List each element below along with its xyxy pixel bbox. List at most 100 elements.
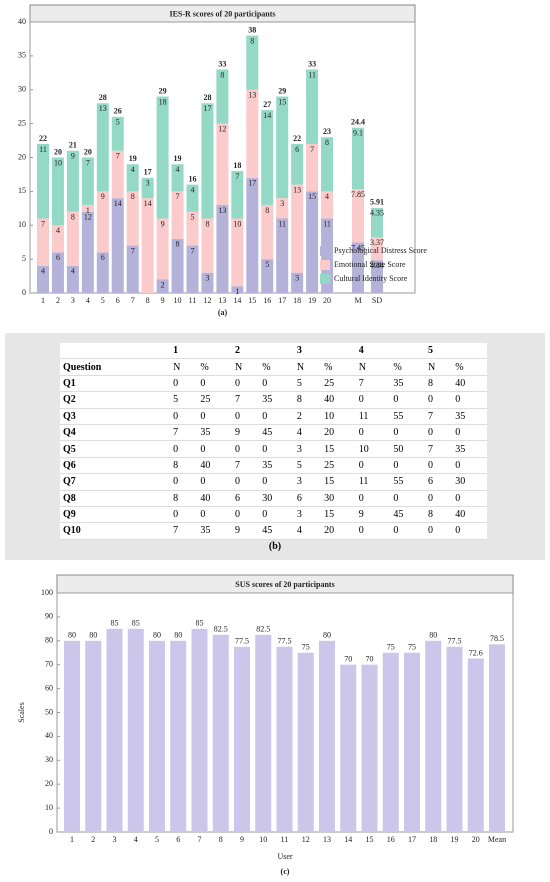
table-cell: 0: [452, 490, 487, 507]
segment-label: 8: [325, 138, 329, 147]
bar-segment: [186, 211, 199, 246]
y-tick-label: 20: [18, 152, 26, 161]
table-cell: 7: [232, 457, 260, 475]
x-tick-label: 2: [91, 835, 95, 844]
bar-segment: [276, 218, 289, 293]
table-cell: 7: [425, 440, 453, 458]
y-tick-label: 70: [45, 660, 53, 669]
value-label: 80: [323, 631, 331, 640]
table-cell: 35: [452, 440, 487, 458]
table-cell: 0: [259, 375, 294, 393]
table-cell: 15: [321, 440, 356, 458]
table-cell: 30: [321, 490, 356, 507]
table-cell: 0: [452, 424, 487, 442]
table-cell: 25: [321, 457, 356, 475]
bar: [106, 628, 123, 832]
table-row: Q6 8 40 7 35 5 25 0 0 0 0: [60, 457, 487, 475]
bar-segment: [246, 177, 259, 293]
segment-label: 4: [71, 267, 75, 276]
bar-segment: [261, 204, 274, 260]
table-cell: 0: [170, 440, 198, 458]
total-label: 19: [174, 154, 182, 163]
bar: [85, 640, 102, 832]
table-cell: [321, 343, 356, 360]
y-tick-label: 20: [45, 779, 53, 788]
table-cell: 6: [232, 490, 260, 507]
bar-segment: [141, 177, 154, 199]
y-tick-label: 0: [22, 288, 26, 297]
bar-segment: [171, 238, 184, 293]
segment-label: 7: [41, 219, 45, 228]
total-label: 27: [263, 100, 271, 109]
table-cell: Q5: [60, 440, 171, 458]
table-cell: N: [355, 358, 391, 376]
legend-swatch: [320, 260, 330, 270]
bar-segment: [371, 207, 383, 238]
segment-label: 9.1: [353, 129, 363, 138]
bar-segment: [352, 189, 364, 243]
bar-segment: [231, 218, 244, 287]
x-tick-label: 4: [134, 835, 138, 844]
total-label: 24.4: [351, 118, 365, 127]
segment-label: 8: [205, 219, 209, 228]
total-label: 33: [218, 59, 226, 68]
x-tick-label: 11: [189, 296, 197, 305]
segment-label: 7: [235, 172, 239, 181]
segment-label: 7: [310, 145, 314, 154]
segment-label: 4: [191, 185, 195, 194]
table-cell: Q2: [60, 391, 171, 409]
table-cell: 11: [355, 408, 391, 425]
total-label: 33: [308, 59, 316, 68]
total-label: 38: [248, 25, 256, 34]
table-cell: 0: [232, 506, 260, 524]
bar: [276, 646, 293, 832]
bar: [425, 640, 442, 832]
bar-segment: [371, 237, 383, 261]
segment-label: 4: [56, 226, 60, 235]
segment-label: 3: [146, 179, 150, 188]
x-tick-label: 16: [387, 835, 395, 844]
segment-label: 5: [116, 118, 120, 127]
total-label: 18: [233, 161, 241, 170]
bar: [297, 652, 314, 832]
value-label: 75: [408, 643, 416, 652]
caption: (c): [281, 867, 290, 876]
segment-label: 9: [161, 219, 165, 228]
bar-segment: [201, 103, 214, 219]
segment-label: 12: [218, 124, 226, 133]
table-cell: [452, 343, 487, 360]
value-label: 75: [302, 643, 310, 652]
segment-label: 8: [265, 206, 269, 215]
bar-segment: [352, 242, 364, 293]
x-tick-label: 14: [233, 296, 241, 305]
x-tick-label: 15: [248, 296, 256, 305]
table-panel: 1 2 3 4 5 Question N% N% N% N% N% Q1 0 0 0 0 5 25 7 35 8 40 Q2…: [5, 333, 545, 560]
legend-label: Emotional State Score: [334, 260, 406, 269]
bar-segment: [216, 204, 229, 293]
y-axis-label: Scales: [17, 702, 26, 722]
table-cell: 0: [259, 506, 294, 524]
table-cell: 10: [321, 408, 356, 425]
bar-segment: [156, 279, 169, 293]
segment-label: 4: [131, 165, 135, 174]
table-row: Q4 7 35 9 45 4 20 0 0 0 0: [60, 424, 487, 442]
total-label: 17: [144, 168, 152, 177]
table-cell: 0: [452, 522, 487, 540]
x-tick-label: 8: [146, 296, 150, 305]
x-tick-label: 9: [161, 296, 165, 305]
table-cell: 3: [293, 343, 322, 360]
table-cell: 6: [293, 490, 322, 507]
bar: [149, 640, 165, 832]
value-label: 80: [68, 631, 76, 640]
bar: [340, 664, 357, 832]
table-cell: 0: [259, 473, 294, 491]
bar: [191, 628, 208, 832]
table-cell: 0: [355, 391, 391, 409]
bar-segment: [216, 123, 229, 205]
x-axis-label: User: [277, 852, 292, 861]
segment-label: 10: [233, 219, 241, 228]
y-tick-label: 50: [45, 707, 53, 716]
segment-label: 8: [176, 240, 180, 249]
x-tick-label: 6: [176, 835, 180, 844]
bar-segment: [126, 191, 139, 246]
